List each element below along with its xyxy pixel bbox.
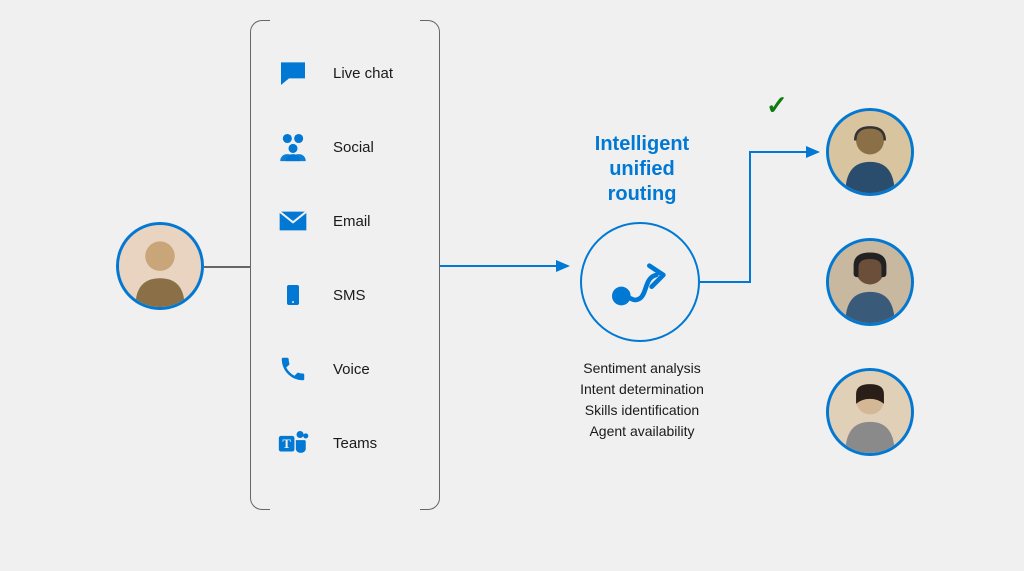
feature-item: Agent availability	[552, 421, 732, 442]
sms-icon	[275, 277, 311, 313]
channel-live-chat: Live chat	[275, 55, 393, 91]
person-icon	[829, 371, 911, 453]
person-icon	[829, 111, 911, 193]
channel-social: Social	[275, 129, 393, 165]
routing-path-icon	[605, 247, 675, 317]
agent-avatar-2	[826, 238, 914, 326]
arrow-routing-to-agent	[700, 140, 830, 290]
checkmark-icon: ✓	[766, 90, 788, 121]
email-icon	[275, 203, 311, 239]
channel-label: Live chat	[333, 65, 393, 82]
channels-list: Live chat Social Email SMS Voice	[275, 55, 393, 461]
svg-text:T: T	[282, 437, 291, 451]
channel-label: Social	[333, 139, 374, 156]
feature-item: Intent determination	[552, 379, 732, 400]
feature-item: Skills identification	[552, 400, 732, 421]
channel-sms: SMS	[275, 277, 393, 313]
routing-features: Sentiment analysis Intent determination …	[552, 358, 732, 442]
person-icon	[119, 225, 201, 307]
teams-icon: T	[275, 425, 311, 461]
channel-label: Teams	[333, 435, 377, 452]
agent-avatar-3	[826, 368, 914, 456]
person-icon	[829, 241, 911, 323]
channel-voice: Voice	[275, 351, 393, 387]
arrow-channels-to-routing	[440, 256, 580, 280]
feature-item: Sentiment analysis	[552, 358, 732, 379]
social-icon	[275, 129, 311, 165]
channel-teams: T Teams	[275, 425, 393, 461]
channel-label: Email	[333, 213, 371, 230]
routing-circle	[580, 222, 700, 342]
channel-label: Voice	[333, 361, 370, 378]
chat-icon	[275, 55, 311, 91]
connector-customer-channels	[204, 266, 250, 268]
voice-icon	[275, 351, 311, 387]
agent-avatar-1	[826, 108, 914, 196]
customer-avatar	[116, 222, 204, 310]
channel-email: Email	[275, 203, 393, 239]
channel-label: SMS	[333, 287, 366, 304]
